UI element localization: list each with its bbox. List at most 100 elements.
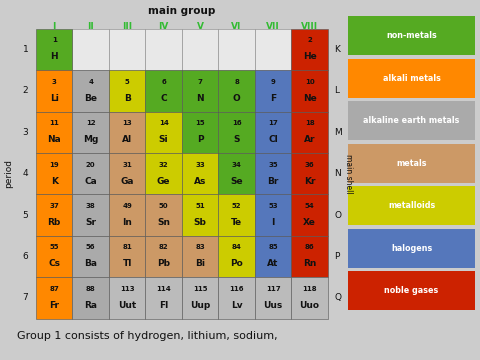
Text: P: P: [197, 135, 204, 144]
Bar: [182, 70, 218, 112]
Text: main shell: main shell: [344, 154, 352, 194]
Bar: [255, 194, 291, 236]
Bar: [109, 153, 145, 194]
Bar: [145, 70, 182, 112]
Text: alkaline earth metals: alkaline earth metals: [363, 116, 460, 125]
Text: M: M: [334, 128, 342, 137]
Bar: [255, 153, 291, 194]
Text: Ar: Ar: [304, 135, 315, 144]
Text: 3: 3: [23, 128, 28, 137]
Text: Sr: Sr: [85, 218, 96, 227]
Text: Mg: Mg: [83, 135, 98, 144]
Text: 4: 4: [23, 169, 28, 178]
Text: Se: Se: [230, 177, 243, 186]
Text: Uus: Uus: [264, 301, 283, 310]
Text: Cl: Cl: [268, 135, 278, 144]
Text: 51: 51: [195, 203, 205, 209]
Text: 1: 1: [23, 45, 28, 54]
Bar: [218, 112, 255, 153]
Text: 116: 116: [229, 286, 244, 292]
Bar: [182, 112, 218, 153]
Text: 11: 11: [49, 120, 59, 126]
Text: 38: 38: [86, 203, 96, 209]
Text: 31: 31: [122, 162, 132, 168]
Text: noble gases: noble gases: [384, 286, 439, 295]
Text: 50: 50: [159, 203, 168, 209]
Bar: [72, 153, 109, 194]
Text: O: O: [233, 94, 240, 103]
Text: alkali metals: alkali metals: [383, 74, 441, 83]
Bar: [291, 29, 328, 70]
Bar: [109, 29, 145, 70]
Bar: [218, 153, 255, 194]
Bar: [255, 236, 291, 277]
Bar: [182, 153, 218, 194]
Bar: [291, 70, 328, 112]
Text: IV: IV: [158, 22, 169, 31]
Text: K: K: [334, 45, 340, 54]
Bar: [291, 277, 328, 319]
Text: metals: metals: [396, 159, 427, 168]
Text: 15: 15: [195, 120, 205, 126]
Bar: [36, 277, 72, 319]
Text: Lv: Lv: [231, 301, 242, 310]
Text: S: S: [233, 135, 240, 144]
Text: VI: VI: [231, 22, 242, 31]
Bar: [109, 70, 145, 112]
Text: Uuo: Uuo: [300, 301, 320, 310]
Bar: [72, 236, 109, 277]
Text: halogens: halogens: [391, 244, 432, 253]
Text: 115: 115: [193, 286, 207, 292]
Bar: [218, 70, 255, 112]
Text: Na: Na: [48, 135, 61, 144]
Text: Fl: Fl: [159, 301, 168, 310]
Text: Fr: Fr: [49, 301, 59, 310]
Bar: [145, 236, 182, 277]
Bar: [145, 194, 182, 236]
Text: Q: Q: [334, 293, 341, 302]
Bar: [36, 194, 72, 236]
Text: 9: 9: [271, 79, 276, 85]
Bar: [36, 112, 72, 153]
Text: I: I: [271, 218, 275, 227]
Text: III: III: [122, 22, 132, 31]
Text: Xe: Xe: [303, 218, 316, 227]
Bar: [109, 112, 145, 153]
Text: Ra: Ra: [84, 301, 97, 310]
Bar: [72, 277, 109, 319]
Text: 13: 13: [122, 120, 132, 126]
Text: L: L: [334, 86, 339, 95]
Text: 114: 114: [156, 286, 171, 292]
Text: I: I: [52, 22, 56, 31]
Bar: [218, 277, 255, 319]
Bar: [218, 194, 255, 236]
Text: As: As: [194, 177, 206, 186]
Text: period: period: [4, 159, 12, 188]
Text: 36: 36: [305, 162, 314, 168]
Text: 113: 113: [120, 286, 134, 292]
Text: 55: 55: [49, 244, 59, 251]
Text: Al: Al: [122, 135, 132, 144]
Text: At: At: [267, 260, 279, 269]
Bar: [145, 29, 182, 70]
Text: 4: 4: [88, 79, 93, 85]
Bar: [145, 153, 182, 194]
Text: 32: 32: [159, 162, 168, 168]
Bar: [182, 236, 218, 277]
Text: Si: Si: [159, 135, 168, 144]
Bar: [348, 271, 475, 310]
Text: 33: 33: [195, 162, 205, 168]
Text: 6: 6: [161, 79, 166, 85]
Bar: [72, 112, 109, 153]
Text: 117: 117: [266, 286, 280, 292]
Bar: [36, 153, 72, 194]
Text: Li: Li: [50, 94, 59, 103]
Text: Cs: Cs: [48, 260, 60, 269]
Text: Tl: Tl: [122, 260, 132, 269]
Text: 56: 56: [86, 244, 96, 251]
Text: 35: 35: [268, 162, 278, 168]
Text: 8: 8: [234, 79, 239, 85]
Text: 49: 49: [122, 203, 132, 209]
Text: F: F: [270, 94, 276, 103]
Text: II: II: [87, 22, 94, 31]
